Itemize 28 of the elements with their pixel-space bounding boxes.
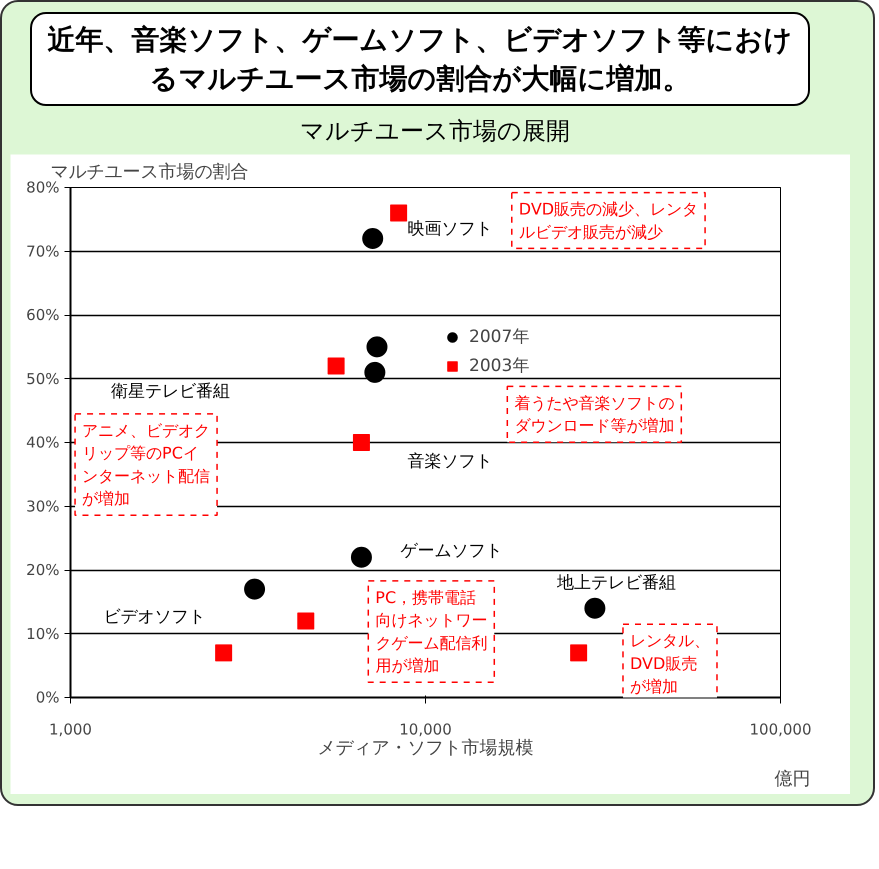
annotation: 映画ソフト <box>408 218 493 239</box>
y-tick-label: 20% <box>26 560 60 579</box>
y-tick-label: 30% <box>26 496 60 515</box>
annotation: レンタル、DVD販売が増加 <box>630 630 710 696</box>
annotation: 衛星テレビ番組 <box>110 381 230 402</box>
x-tick-label: 100,000 <box>749 720 812 738</box>
annotation: アニメ、ビデオクリップ等のPCインターネット配信が増加 <box>82 420 210 508</box>
legend-label: 2003年 <box>469 355 530 378</box>
legend-label: 2007年 <box>469 326 530 348</box>
annotation: ゲームソフト <box>400 540 502 561</box>
y-tick-label: 50% <box>26 369 60 388</box>
annotation: 地上テレビ番組 <box>556 572 676 592</box>
x-axis-title: メディア・ソフト市場規模 <box>318 737 534 758</box>
y-tick-label: 40% <box>26 433 60 452</box>
y-tick-label: 60% <box>26 306 60 324</box>
annotation: DVD販売の減少、レンタルビデオ販売が減少 <box>518 199 698 242</box>
chart-subtitle: マルチユース市場の展開 <box>300 116 570 148</box>
y-tick-label: 10% <box>26 624 60 642</box>
y-tick-label: 0% <box>36 688 60 706</box>
x-tick-label: 1,000 <box>49 720 92 738</box>
y-tick-label: 70% <box>26 242 60 260</box>
annotation: PC，携帯電話向けネットワークゲーム配信利用が増加 <box>375 587 488 675</box>
annotation: 着うたや音楽ソフトのダウンロード等が増加 <box>514 393 674 435</box>
annotation: ビデオソフト <box>104 606 206 627</box>
text: 億円 <box>774 768 810 790</box>
annotation: 音楽ソフト <box>408 451 493 472</box>
chart-title: 近年、音楽ソフト、ゲームソフト、ビデオソフト等におけるマルチユース市場の割合が大幅に増加。 <box>46 22 794 98</box>
x-tick-label: 10,000 <box>399 720 452 738</box>
